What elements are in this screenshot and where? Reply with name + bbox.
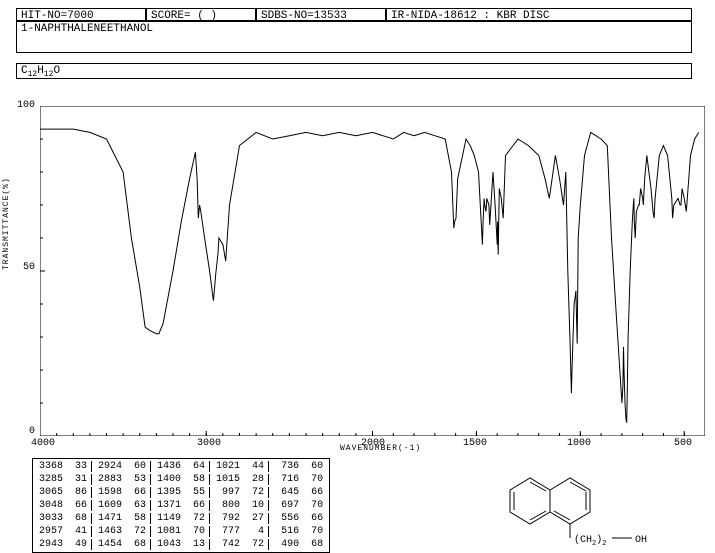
molecular-structure: (CH2)2 OH bbox=[480, 460, 680, 549]
peak-cell: 3048 66 bbox=[35, 500, 92, 511]
peak-cell: 792 27 bbox=[212, 513, 269, 524]
peak-table: 3368 332924 601436 641021 44 736 60 3285 … bbox=[32, 458, 330, 553]
score-field: SCORE= ( ) bbox=[146, 8, 256, 21]
peak-cell: 490 68 bbox=[271, 539, 327, 550]
svg-text:(CH2)2: (CH2)2 bbox=[574, 534, 606, 545]
peak-cell: 1454 68 bbox=[94, 539, 151, 550]
peak-cell: 742 72 bbox=[212, 539, 269, 550]
hit-no-field: HIT-NO=7000 bbox=[16, 8, 146, 21]
ir-info-field: IR-NIDA-18612 : KBR DISC bbox=[386, 8, 692, 21]
svg-text:OH: OH bbox=[635, 535, 647, 545]
peak-cell: 2924 60 bbox=[94, 461, 151, 472]
xtick-1500: 1500 bbox=[460, 438, 490, 449]
peak-cell: 1149 72 bbox=[153, 513, 210, 524]
peak-cell: 2957 41 bbox=[35, 526, 92, 537]
peak-cell: 1436 64 bbox=[153, 461, 210, 472]
peak-cell: 2943 49 bbox=[35, 539, 92, 550]
ytick-0: 0 bbox=[10, 426, 35, 437]
peak-cell: 697 70 bbox=[271, 500, 327, 511]
peak-cell: 716 70 bbox=[271, 474, 327, 485]
sdbs-no-field: SDBS-NO=13533 bbox=[256, 8, 386, 21]
peak-cell: 1609 63 bbox=[94, 500, 151, 511]
peak-cell: 3033 68 bbox=[35, 513, 92, 524]
peak-cell: 516 70 bbox=[271, 526, 327, 537]
peak-cell: 997 72 bbox=[212, 487, 269, 498]
peak-cell: 1395 55 bbox=[153, 487, 210, 498]
spectrum-svg bbox=[40, 106, 705, 436]
xtick-500: 500 bbox=[668, 438, 698, 449]
peak-cell: 777 4 bbox=[212, 526, 269, 537]
peak-cell: 1400 58 bbox=[153, 474, 210, 485]
peak-cell: 645 66 bbox=[271, 487, 327, 498]
peak-cell: 736 60 bbox=[271, 461, 327, 472]
peak-cell: 1021 44 bbox=[212, 461, 269, 472]
ir-spectrum-chart bbox=[40, 106, 705, 436]
y-axis-label: TRANSMITTANCE(%) bbox=[2, 177, 11, 270]
peak-cell: 1371 66 bbox=[153, 500, 210, 511]
peak-cell: 1463 72 bbox=[94, 526, 151, 537]
formula-text: C12H12O bbox=[21, 65, 60, 77]
xtick-3000: 3000 bbox=[194, 438, 224, 449]
peak-cell: 1043 13 bbox=[153, 539, 210, 550]
peak-cell: 3065 86 bbox=[35, 487, 92, 498]
peak-cell: 1471 58 bbox=[94, 513, 151, 524]
xtick-1000: 1000 bbox=[564, 438, 594, 449]
ytick-50: 50 bbox=[10, 262, 35, 273]
peak-cell: 1015 28 bbox=[212, 474, 269, 485]
x-axis-label: WAVENUMBER(-1) bbox=[340, 444, 421, 453]
compound-name-field: 1-NAPHTHALENEETHANOL bbox=[16, 21, 692, 53]
peak-cell: 1598 66 bbox=[94, 487, 151, 498]
peak-cell: 800 10 bbox=[212, 500, 269, 511]
peak-cell: 556 66 bbox=[271, 513, 327, 524]
xtick-4000: 4000 bbox=[28, 438, 58, 449]
peak-cell: 1081 70 bbox=[153, 526, 210, 537]
peak-cell: 2883 53 bbox=[94, 474, 151, 485]
formula-field: C12H12O bbox=[16, 63, 692, 79]
ytick-100: 100 bbox=[10, 100, 35, 111]
peak-cell: 3285 31 bbox=[35, 474, 92, 485]
peak-cell: 3368 33 bbox=[35, 461, 92, 472]
